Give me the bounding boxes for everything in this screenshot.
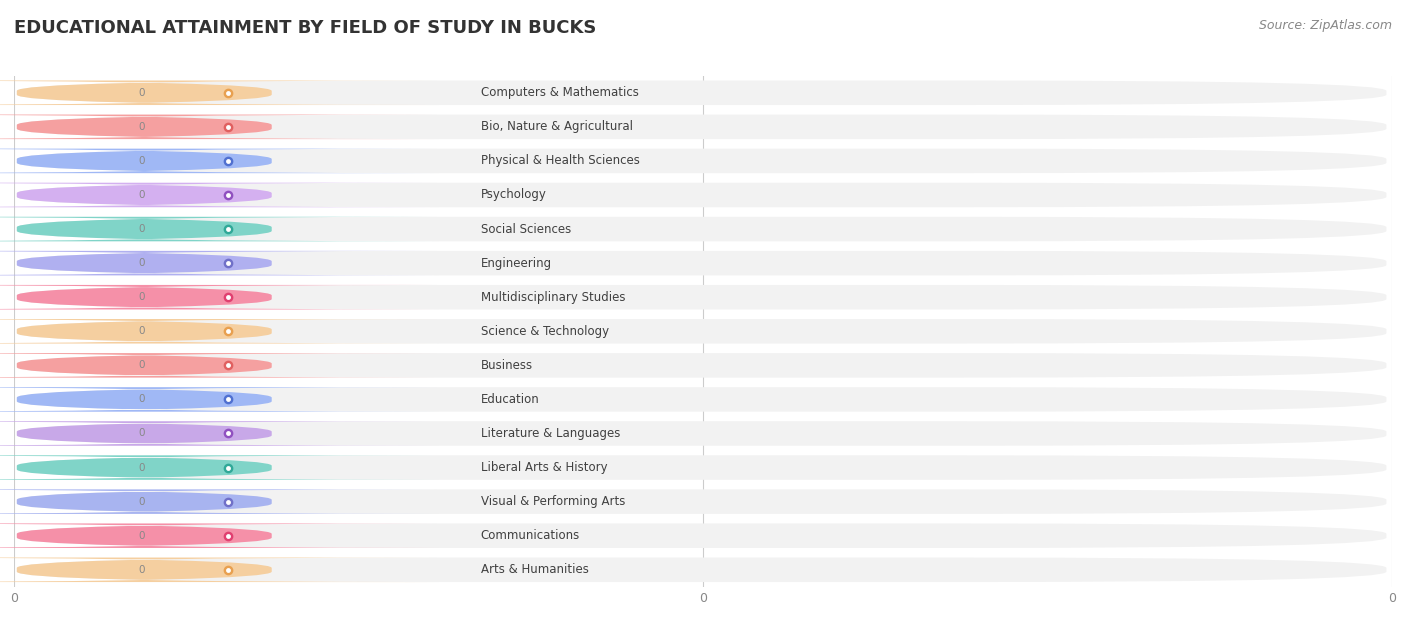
Text: Education: Education: [481, 393, 540, 406]
FancyBboxPatch shape: [0, 183, 439, 207]
Text: 0: 0: [139, 190, 145, 200]
FancyBboxPatch shape: [0, 149, 439, 173]
FancyBboxPatch shape: [0, 524, 439, 548]
FancyBboxPatch shape: [17, 456, 1386, 480]
FancyBboxPatch shape: [17, 149, 1386, 173]
Text: EDUCATIONAL ATTAINMENT BY FIELD OF STUDY IN BUCKS: EDUCATIONAL ATTAINMENT BY FIELD OF STUDY…: [14, 19, 596, 37]
FancyBboxPatch shape: [17, 319, 1386, 343]
FancyBboxPatch shape: [17, 115, 1386, 139]
Text: Visual & Performing Arts: Visual & Performing Arts: [481, 495, 626, 508]
FancyBboxPatch shape: [17, 217, 1386, 241]
FancyBboxPatch shape: [0, 490, 439, 514]
Text: Bio, Nature & Agricultural: Bio, Nature & Agricultural: [481, 121, 633, 133]
Text: Business: Business: [481, 359, 533, 372]
FancyBboxPatch shape: [17, 81, 1386, 105]
FancyBboxPatch shape: [17, 387, 1386, 411]
Text: Source: ZipAtlas.com: Source: ZipAtlas.com: [1258, 19, 1392, 32]
FancyBboxPatch shape: [0, 115, 439, 139]
FancyBboxPatch shape: [0, 81, 439, 105]
FancyBboxPatch shape: [0, 285, 439, 309]
FancyBboxPatch shape: [0, 251, 439, 275]
FancyBboxPatch shape: [0, 558, 439, 582]
FancyBboxPatch shape: [17, 422, 1386, 445]
FancyBboxPatch shape: [17, 490, 1386, 514]
FancyBboxPatch shape: [17, 183, 1386, 207]
Text: Multidisciplinary Studies: Multidisciplinary Studies: [481, 291, 626, 304]
Text: Social Sciences: Social Sciences: [481, 223, 571, 235]
FancyBboxPatch shape: [0, 217, 439, 241]
Text: 0: 0: [139, 88, 145, 98]
Text: 0: 0: [139, 360, 145, 370]
Text: 0: 0: [139, 156, 145, 166]
Text: Engineering: Engineering: [481, 257, 551, 269]
Text: 0: 0: [139, 394, 145, 404]
Text: 0: 0: [139, 292, 145, 302]
FancyBboxPatch shape: [0, 353, 439, 377]
Text: 0: 0: [139, 428, 145, 439]
Text: Literature & Languages: Literature & Languages: [481, 427, 620, 440]
Text: 0: 0: [139, 565, 145, 575]
Text: Psychology: Psychology: [481, 189, 547, 201]
Text: Physical & Health Sciences: Physical & Health Sciences: [481, 155, 640, 167]
Text: 0: 0: [139, 463, 145, 473]
FancyBboxPatch shape: [0, 387, 439, 411]
FancyBboxPatch shape: [17, 524, 1386, 548]
Text: Liberal Arts & History: Liberal Arts & History: [481, 461, 607, 474]
FancyBboxPatch shape: [17, 285, 1386, 309]
Text: Arts & Humanities: Arts & Humanities: [481, 563, 589, 576]
Text: 0: 0: [139, 326, 145, 336]
FancyBboxPatch shape: [0, 456, 439, 480]
Text: 0: 0: [139, 258, 145, 268]
Text: 0: 0: [139, 531, 145, 541]
Text: 0: 0: [139, 122, 145, 132]
Text: 0: 0: [139, 224, 145, 234]
FancyBboxPatch shape: [17, 353, 1386, 377]
Text: 0: 0: [139, 497, 145, 507]
FancyBboxPatch shape: [0, 422, 439, 445]
Text: Science & Technology: Science & Technology: [481, 325, 609, 338]
Text: Computers & Mathematics: Computers & Mathematics: [481, 86, 638, 99]
FancyBboxPatch shape: [0, 319, 439, 343]
FancyBboxPatch shape: [17, 251, 1386, 275]
Text: Communications: Communications: [481, 529, 579, 542]
FancyBboxPatch shape: [17, 558, 1386, 582]
